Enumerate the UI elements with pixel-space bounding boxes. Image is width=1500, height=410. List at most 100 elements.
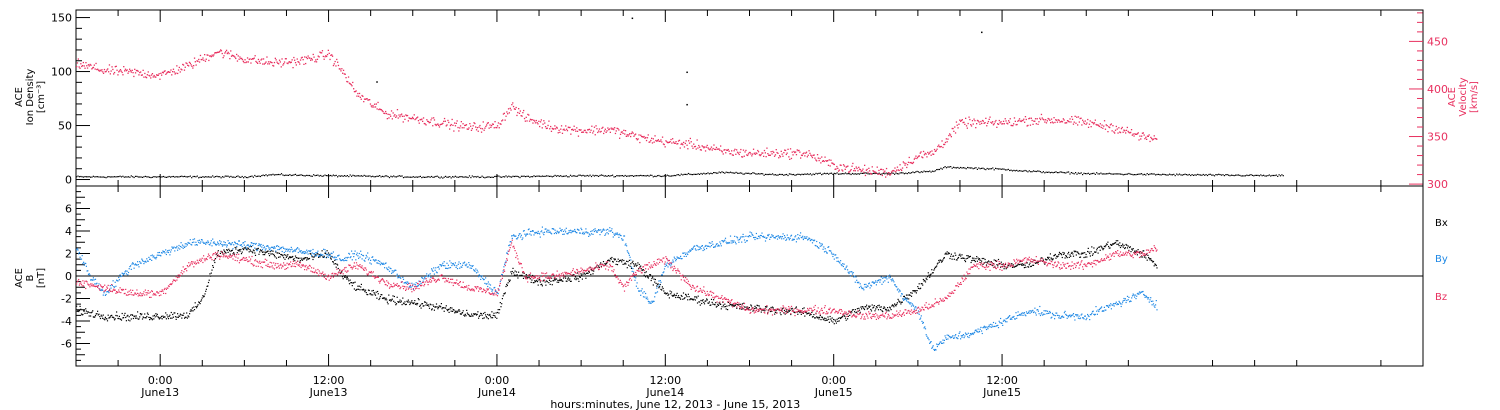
velocity-series-point xyxy=(275,59,277,61)
velocity-series-point xyxy=(363,101,365,103)
series-Bx-point xyxy=(756,304,758,306)
series-Bx-point xyxy=(1048,256,1050,258)
series-Bx-point xyxy=(526,277,528,279)
series-Bx-point xyxy=(78,309,80,312)
velocity-series-point xyxy=(575,130,577,132)
series-By-point xyxy=(395,275,398,277)
velocity-series-point xyxy=(418,122,420,124)
series-Bx-point xyxy=(782,307,784,309)
velocity-series-point xyxy=(355,90,357,92)
series-By-point xyxy=(132,262,134,264)
velocity-series-point xyxy=(464,124,467,126)
series-Bx-point xyxy=(89,312,91,314)
series-By-point xyxy=(598,229,600,231)
velocity-series-point xyxy=(587,129,589,131)
series-By-point xyxy=(447,267,449,270)
series-Bx-point xyxy=(321,250,323,252)
velocity-series-point xyxy=(1088,123,1091,125)
density-series-point xyxy=(1016,169,1018,171)
velocity-series-point xyxy=(546,127,548,129)
series-Bx-point xyxy=(1111,244,1113,246)
density-series-point xyxy=(1225,174,1227,176)
velocity-series-point xyxy=(126,69,128,71)
series-Bx-point xyxy=(877,305,879,307)
density-series-point xyxy=(414,176,416,178)
velocity-series-point xyxy=(438,124,440,126)
series-By-point xyxy=(634,279,636,281)
density-series-point xyxy=(221,176,224,178)
series-Bx-point xyxy=(875,308,877,310)
density-series-point xyxy=(1038,170,1040,172)
series-Bx-point xyxy=(163,316,165,318)
series-By-point xyxy=(439,264,441,266)
density-series-point xyxy=(585,175,587,177)
velocity-series-point xyxy=(369,103,372,105)
series-Bx-point xyxy=(701,300,703,302)
series-By-point xyxy=(710,245,713,247)
series-By-point xyxy=(461,266,463,268)
series-Bx-point xyxy=(841,316,843,318)
series-Bx-point xyxy=(245,247,247,249)
series-By-point xyxy=(162,250,164,252)
series-Bx-point xyxy=(1011,263,1013,265)
density-series-point xyxy=(199,176,201,178)
series-By-point xyxy=(394,269,396,271)
series-Bx-point xyxy=(1077,252,1079,254)
density-series-point xyxy=(1065,172,1067,174)
velocity-series-point xyxy=(103,68,106,71)
series-Bx-point xyxy=(802,312,804,314)
density-series-point xyxy=(955,167,957,169)
series-By-point xyxy=(699,246,701,248)
density-series-point xyxy=(1093,172,1095,174)
density-series-point xyxy=(1047,171,1049,173)
series-Bx-point xyxy=(1067,253,1069,255)
velocity-series-point xyxy=(671,142,673,144)
series-By-point xyxy=(264,249,266,251)
velocity-series-point xyxy=(886,174,888,176)
series-By-point xyxy=(412,288,414,290)
density-series-point xyxy=(377,175,379,177)
series-Bx-point xyxy=(1126,244,1128,246)
series-By-point xyxy=(821,243,823,245)
density-series-point xyxy=(658,174,660,177)
series-By-point xyxy=(608,230,610,232)
series-By-point xyxy=(76,248,78,250)
series-By-point xyxy=(104,290,106,292)
velocity-series-point xyxy=(431,117,433,119)
density-series-point xyxy=(1278,174,1280,176)
velocity-series-point xyxy=(931,150,933,152)
series-By-point xyxy=(368,257,370,259)
velocity-series-point xyxy=(1095,123,1097,126)
velocity-series-point xyxy=(1148,134,1150,136)
series-By-point xyxy=(274,247,276,249)
series-Bx-point xyxy=(835,320,837,322)
density-series-point xyxy=(388,177,391,179)
velocity-series-point xyxy=(172,68,175,70)
series-Bx-point xyxy=(669,290,671,292)
velocity-series-point xyxy=(566,130,569,132)
series-By-point xyxy=(776,235,778,237)
series-By-point xyxy=(572,231,574,233)
velocity-series-point xyxy=(543,120,545,122)
velocity-series-point xyxy=(270,61,272,63)
velocity-series-point xyxy=(1112,125,1114,127)
series-Bx-point xyxy=(1029,262,1031,264)
velocity-series-point xyxy=(723,149,725,151)
series-Bx-point xyxy=(995,259,997,262)
series-Bx-point xyxy=(234,246,236,249)
density-series-point xyxy=(863,172,865,174)
series-Bx-point xyxy=(206,285,208,287)
series-Bx-point xyxy=(125,316,127,319)
series-Bx-point xyxy=(931,272,934,274)
series-Bx-point xyxy=(392,295,394,297)
series-Bx-point xyxy=(555,278,557,280)
velocity-series-point xyxy=(980,120,982,123)
velocity-series-point xyxy=(432,125,434,127)
series-Bx-point xyxy=(373,292,375,294)
series-Bx-point xyxy=(567,277,569,279)
series-Bx-point xyxy=(1136,250,1138,252)
series-Bx-point xyxy=(381,294,383,296)
velocity-series-point xyxy=(684,142,686,145)
series-By-point xyxy=(669,263,671,265)
velocity-series-point xyxy=(911,162,913,164)
